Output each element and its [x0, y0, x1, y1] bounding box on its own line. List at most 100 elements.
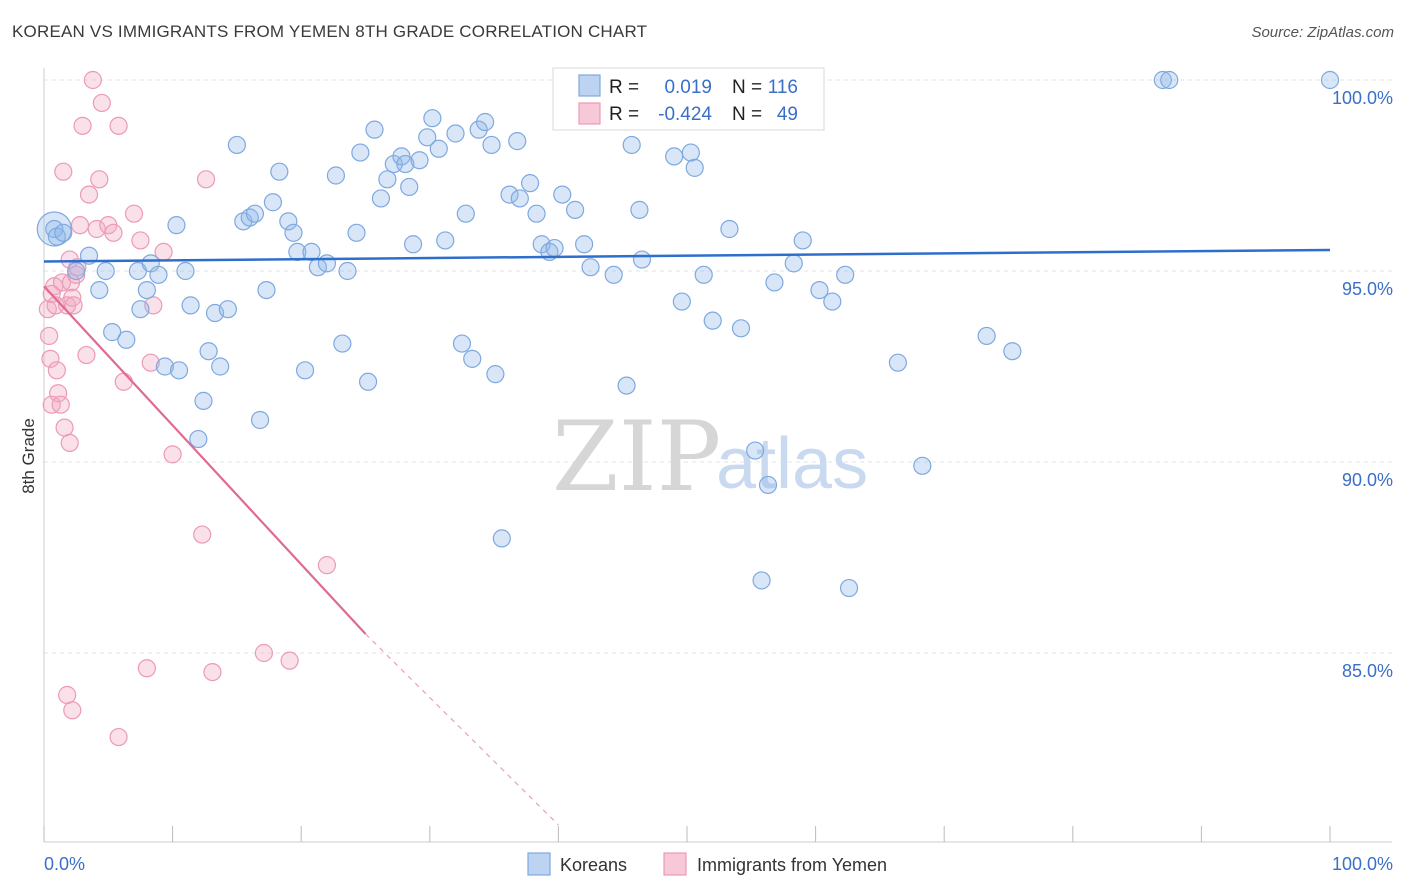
korean-point	[194, 391, 213, 410]
korean-point	[446, 124, 465, 143]
source-label: Source: ZipAtlas.com	[1251, 24, 1394, 41]
korean-point	[1160, 70, 1179, 90]
korean-point	[199, 342, 218, 361]
series-koreans	[36, 70, 1340, 598]
chart-title: KOREAN VS IMMIGRANTS FROM YEMEN 8TH GRAD…	[12, 22, 648, 41]
korean-point	[270, 162, 289, 181]
korean-point	[317, 254, 337, 273]
korean-point	[181, 296, 200, 315]
yemen-point	[131, 231, 150, 250]
korean-point	[90, 281, 109, 300]
yemen-point	[49, 384, 68, 403]
korean-point	[617, 376, 636, 395]
trend-lines	[43, 248, 1331, 826]
korean-point	[67, 261, 86, 281]
korean-point	[720, 219, 739, 239]
stats-box: R = 0.019 N = 116 R = -0.424 N = 49	[552, 67, 825, 131]
yemen-point	[104, 223, 123, 242]
korean-point	[839, 578, 859, 598]
korean-point	[508, 132, 527, 151]
korean-point	[632, 250, 652, 269]
korean-point	[245, 204, 265, 223]
korean-point	[155, 357, 174, 376]
korean-point	[456, 204, 475, 223]
stat-n-label-yemen: N =	[732, 104, 762, 125]
korean-point	[469, 120, 488, 139]
korean-point	[575, 235, 594, 254]
korean-point	[347, 223, 366, 242]
bottom-legend: Koreans Immigrants from Yemen	[527, 852, 887, 876]
korean-point	[403, 235, 423, 254]
yemen-point	[196, 170, 216, 189]
legend-swatch-yemen	[663, 852, 687, 876]
stats-swatch-yemen	[578, 102, 601, 125]
korean-point	[257, 281, 276, 300]
yemen-point	[47, 361, 66, 380]
korean-point	[189, 429, 208, 449]
y-tick-label: 85.0%	[1342, 661, 1393, 681]
korean-point	[378, 170, 397, 189]
korean-point	[211, 357, 230, 376]
korean-point	[793, 231, 812, 250]
korean-point	[326, 166, 346, 185]
korean-point	[703, 311, 722, 330]
yemen-point	[73, 116, 92, 135]
korean-point	[250, 410, 270, 430]
korean-point	[131, 300, 150, 319]
korean-point	[888, 353, 908, 372]
korean-point	[351, 143, 370, 162]
stat-r-label-koreans: R =	[609, 77, 639, 98]
stat-r-label-yemen: R =	[609, 104, 639, 125]
yemen-point	[40, 326, 59, 346]
yemen-point	[254, 643, 274, 663]
korean-point	[96, 261, 115, 281]
korean-point	[1153, 70, 1172, 90]
yemen-point	[83, 70, 102, 90]
yemen-point	[280, 651, 299, 670]
korean-point	[338, 261, 357, 281]
x-tick-label: 100.0%	[1332, 854, 1393, 874]
x-tick-labels: 0.0% 100.0%	[44, 854, 1393, 874]
x-tick-label: 0.0%	[44, 854, 85, 874]
korean-point	[784, 254, 803, 273]
yemen-point	[60, 433, 79, 452]
korean-point	[463, 349, 482, 368]
korean-point	[396, 154, 415, 174]
korean-point	[622, 135, 641, 155]
y-tick-label: 90.0%	[1342, 470, 1393, 490]
korean-point	[410, 151, 429, 170]
legend-label-yemen: Immigrants from Yemen	[697, 855, 887, 875]
yemen-point	[79, 185, 99, 204]
korean-point	[482, 135, 501, 155]
y-tick-label: 95.0%	[1342, 279, 1393, 299]
korean-point	[510, 189, 529, 208]
korean-point	[566, 200, 585, 219]
korean-point	[149, 265, 168, 284]
korean-point	[758, 475, 778, 495]
korean-point	[103, 323, 122, 342]
korean-point	[400, 177, 419, 197]
korean-point	[436, 231, 455, 250]
yemen-trend-line	[43, 285, 367, 635]
korean-point	[836, 265, 855, 284]
y-tick-labels: 100.0% 95.0% 90.0% 85.0%	[1332, 88, 1393, 681]
korean-point	[54, 223, 73, 242]
korean-point	[685, 158, 704, 177]
y-tick-label: 100.0%	[1332, 88, 1393, 108]
yemen-point	[137, 659, 156, 678]
legend-label-koreans: Koreans	[560, 855, 627, 875]
yemen-point	[109, 116, 128, 135]
korean-point	[630, 200, 649, 219]
korean-point	[295, 361, 315, 380]
korean-point	[823, 292, 842, 311]
korean-point	[765, 273, 784, 292]
korean-point	[672, 292, 691, 311]
yemen-point	[64, 296, 83, 315]
korean-point	[371, 189, 391, 208]
watermark-atlas: atlas	[716, 424, 868, 504]
yemen-point	[51, 395, 70, 414]
watermark-zip: ZIP	[552, 401, 721, 513]
korean-point	[365, 120, 384, 139]
stat-r-value-koreans: 0.019	[664, 77, 712, 98]
